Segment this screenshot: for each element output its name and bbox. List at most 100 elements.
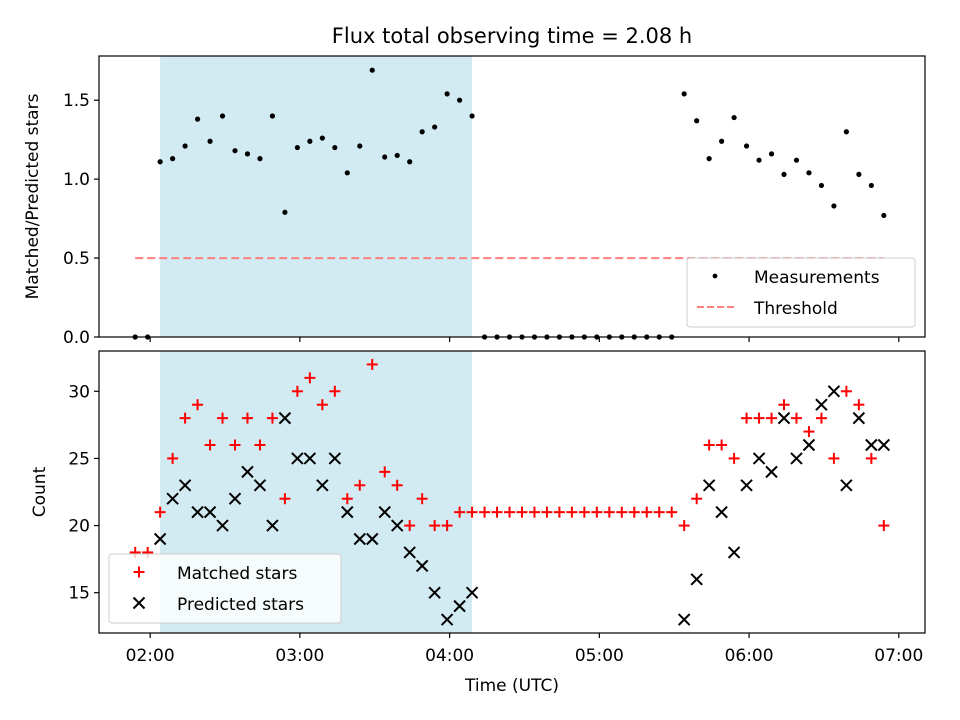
measurement-point: [793, 157, 800, 163]
matched-star-point: [304, 372, 316, 384]
matched-star-point: [828, 452, 840, 464]
measurement-point: [157, 159, 163, 165]
matched-star-point: [229, 439, 241, 451]
matched-star-point: [666, 506, 678, 518]
matched-star-point: [454, 506, 466, 518]
observing-window-shade: [160, 56, 473, 337]
matched-star-point: [778, 399, 790, 411]
legend-marker-matched-stars: [133, 566, 145, 578]
matched-star-point: [192, 399, 204, 411]
measurement-point: [444, 91, 450, 97]
measurement-point: [382, 154, 388, 160]
y-tick-label: 0.5: [63, 249, 90, 269]
bottom-legend: Matched stars Predicted stars: [108, 553, 342, 624]
predicted-star-point: [865, 438, 878, 452]
matched-star-point: [429, 520, 441, 532]
measurement-point: [269, 113, 276, 119]
predicted-stars-points: [153, 385, 891, 626]
matched-star-point: [329, 385, 341, 397]
predicted-star-point: [440, 613, 454, 626]
measurement-point: [806, 170, 812, 176]
matched-star-point: [341, 493, 353, 505]
matched-star-point: [179, 412, 191, 424]
matched-star-point: [241, 412, 253, 424]
legend-label-matched-stars: Matched stars: [177, 564, 297, 584]
predicted-star-point: [366, 532, 379, 546]
y-tick-label: 20: [68, 517, 90, 537]
matched-star-point: [641, 506, 653, 518]
measurement-point: [831, 203, 837, 209]
measurement-point: [856, 171, 862, 177]
measurement-point: [781, 171, 787, 177]
top-y-axis-label: Matched/Predicted stars: [23, 93, 43, 299]
top-y-axis: 0.0 0.5 1.0 1.5: [63, 91, 99, 348]
legend-marker-predicted-stars: [132, 596, 146, 610]
predicted-star-point: [815, 398, 828, 411]
measurement-point: [344, 170, 350, 176]
measurement-point: [244, 151, 251, 157]
predicted-star-point: [341, 505, 354, 519]
x-tick-label: 04:00: [425, 646, 474, 666]
matched-star-point: [379, 466, 391, 478]
predicted-star-point: [740, 479, 753, 492]
matched-star-point: [603, 506, 615, 518]
matched-star-point: [790, 412, 802, 424]
top-legend: Measurements Threshold: [686, 257, 916, 328]
predicted-star-point: [278, 411, 292, 425]
y-tick-label: 0.0: [63, 328, 90, 348]
measurement-point: [881, 212, 887, 219]
matched-star-point: [254, 439, 266, 451]
matched-star-point: [803, 426, 815, 438]
matched-star-point: [766, 412, 778, 424]
measurement-point: [868, 182, 874, 189]
predicted-star-point: [216, 519, 229, 532]
matched-star-point: [691, 493, 703, 505]
measurement-point: [194, 116, 201, 122]
measurement-point: [419, 129, 425, 135]
matched-star-point: [578, 506, 590, 518]
matched-star-point: [479, 506, 491, 518]
predicted-star-point: [266, 519, 279, 532]
measurement-point: [319, 135, 325, 141]
predicted-star-point: [677, 613, 691, 626]
predicted-star-point: [391, 519, 404, 532]
matched-star-point: [741, 412, 753, 424]
predicted-star-point: [465, 586, 479, 599]
matched-star-point: [154, 506, 166, 518]
matched-star-point: [217, 412, 229, 424]
measurement-point: [219, 113, 226, 119]
matched-star-point: [878, 520, 890, 532]
matched-star-point: [516, 506, 528, 518]
matched-star-point: [291, 385, 303, 397]
matched-star-point: [167, 452, 179, 464]
matched-star-point: [354, 479, 366, 491]
measurement-point: [843, 129, 849, 135]
measurement-point: [756, 157, 762, 163]
measurement-point: [332, 144, 338, 151]
predicted-star-point: [765, 465, 778, 479]
measurement-point: [232, 148, 238, 154]
y-tick-label: 1.5: [63, 91, 90, 111]
matched-star-point: [366, 358, 378, 370]
matched-star-point: [753, 412, 765, 424]
predicted-star-point: [690, 573, 703, 586]
matched-star-point: [865, 452, 877, 464]
predicted-star-point: [777, 411, 791, 425]
matched-star-point: [853, 399, 865, 411]
predicted-star-point: [752, 452, 766, 465]
measurement-point: [257, 156, 263, 162]
matched-star-point: [204, 439, 216, 451]
measurement-point: [369, 67, 375, 73]
measurement-point: [207, 138, 213, 144]
predicted-star-point: [316, 479, 329, 492]
measurement-point: [182, 143, 188, 149]
matched-star-point: [678, 520, 690, 532]
matched-star-point: [528, 506, 540, 518]
matched-star-point: [653, 506, 665, 518]
bottom-y-axis: 15 20 25 30: [68, 382, 99, 604]
measurement-points: [132, 67, 887, 340]
measurement-point: [357, 143, 363, 149]
x-axis-label: Time (UTC): [464, 676, 559, 696]
predicted-star-point: [790, 452, 803, 465]
predicted-star-point: [827, 385, 841, 398]
